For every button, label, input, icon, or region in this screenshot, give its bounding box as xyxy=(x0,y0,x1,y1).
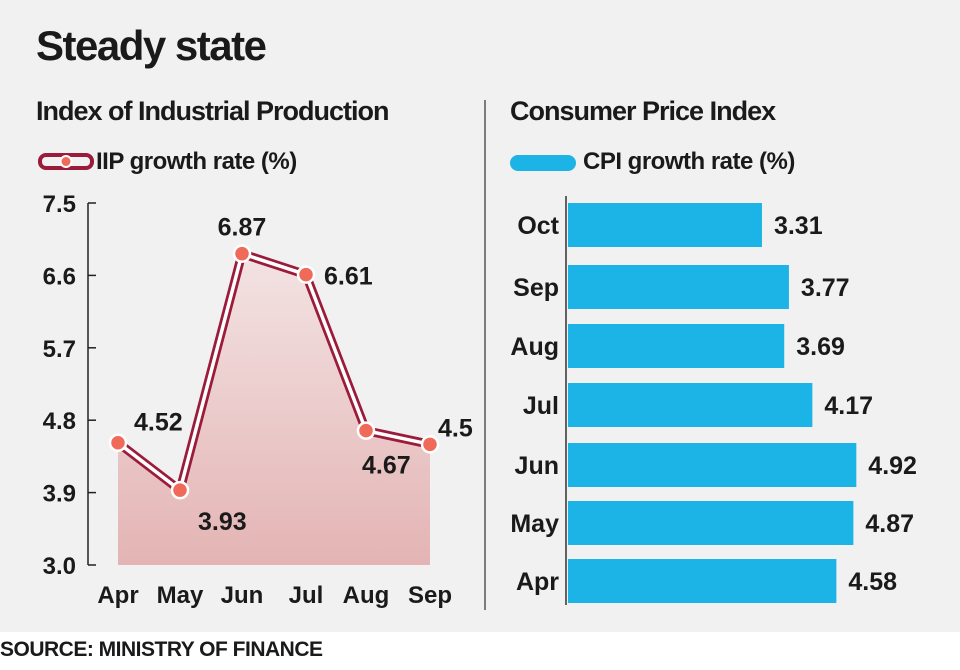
source-note: SOURCE: MINISTRY OF FINANCE xyxy=(0,638,323,661)
cpi-bar xyxy=(568,501,854,545)
iip-point xyxy=(108,433,128,452)
cpi-data-label: 3.31 xyxy=(774,212,823,240)
y-tick-label: 4.8 xyxy=(43,408,76,435)
iip-point xyxy=(296,265,316,284)
iip-point xyxy=(356,421,376,440)
cpi-data-label: 4.92 xyxy=(868,452,917,480)
y-tick-label: 6.6 xyxy=(43,263,76,290)
x-tick-label: Aug xyxy=(343,582,390,609)
y-tick-label: 5.7 xyxy=(43,336,76,363)
iip-legend-marker-icon xyxy=(59,155,73,168)
cpi-legend-label: CPI growth rate (%) xyxy=(583,148,795,175)
cpi-category-label: Oct xyxy=(517,212,559,240)
cpi-bar xyxy=(568,265,789,309)
cpi-data-label: 3.69 xyxy=(796,333,845,361)
cpi-category-label: May xyxy=(510,510,559,538)
iip-area xyxy=(118,253,430,565)
x-tick-label: Sep xyxy=(408,582,452,609)
cpi-category-label: Jul xyxy=(523,392,559,420)
iip-chart-title: Index of Industrial Production xyxy=(36,96,390,126)
iip-data-label: 4.52 xyxy=(134,409,183,437)
cpi-category-label: Apr xyxy=(516,568,559,596)
y-tick-label: 3.0 xyxy=(43,553,76,580)
cpi-category-label: Sep xyxy=(513,274,559,302)
cpi-category-label: Aug xyxy=(510,333,559,361)
iip-data-label: 4.67 xyxy=(362,452,411,480)
iip-legend-label: IIP growth rate (%) xyxy=(96,148,297,175)
y-tick-label: 3.9 xyxy=(43,481,76,508)
iip-line-inner xyxy=(116,251,431,492)
cpi-category-label: Jun xyxy=(515,452,559,480)
cpi-data-label: 4.87 xyxy=(865,510,914,538)
iip-point xyxy=(232,244,252,263)
x-tick-label: Jun xyxy=(221,582,264,609)
cpi-data-label: 4.17 xyxy=(824,392,873,420)
cpi-bar xyxy=(568,443,857,487)
cpi-bar xyxy=(568,203,762,247)
iip-data-label: 6.61 xyxy=(324,263,373,291)
x-tick-label: May xyxy=(157,582,204,609)
iip-point xyxy=(420,435,440,454)
x-tick-label: Apr xyxy=(97,582,138,609)
footer-band xyxy=(0,632,960,670)
iip-data-label: 4.5 xyxy=(438,414,473,442)
iip-data-label: 6.87 xyxy=(218,214,267,242)
cpi-bar xyxy=(568,324,785,368)
y-tick-label: 7.5 xyxy=(43,191,76,218)
iip-data-label: 3.93 xyxy=(198,508,247,536)
cpi-data-label: 3.77 xyxy=(801,274,850,302)
iip-point xyxy=(170,480,190,500)
x-tick-label: Jul xyxy=(289,582,324,609)
cpi-bar xyxy=(568,559,837,603)
cpi-legend-bar-icon xyxy=(510,155,576,171)
cpi-data-label: 4.58 xyxy=(848,568,897,596)
page-title: Steady state xyxy=(36,22,267,69)
cpi-chart-title: Consumer Price Index xyxy=(510,96,776,126)
cpi-bar xyxy=(568,383,813,427)
